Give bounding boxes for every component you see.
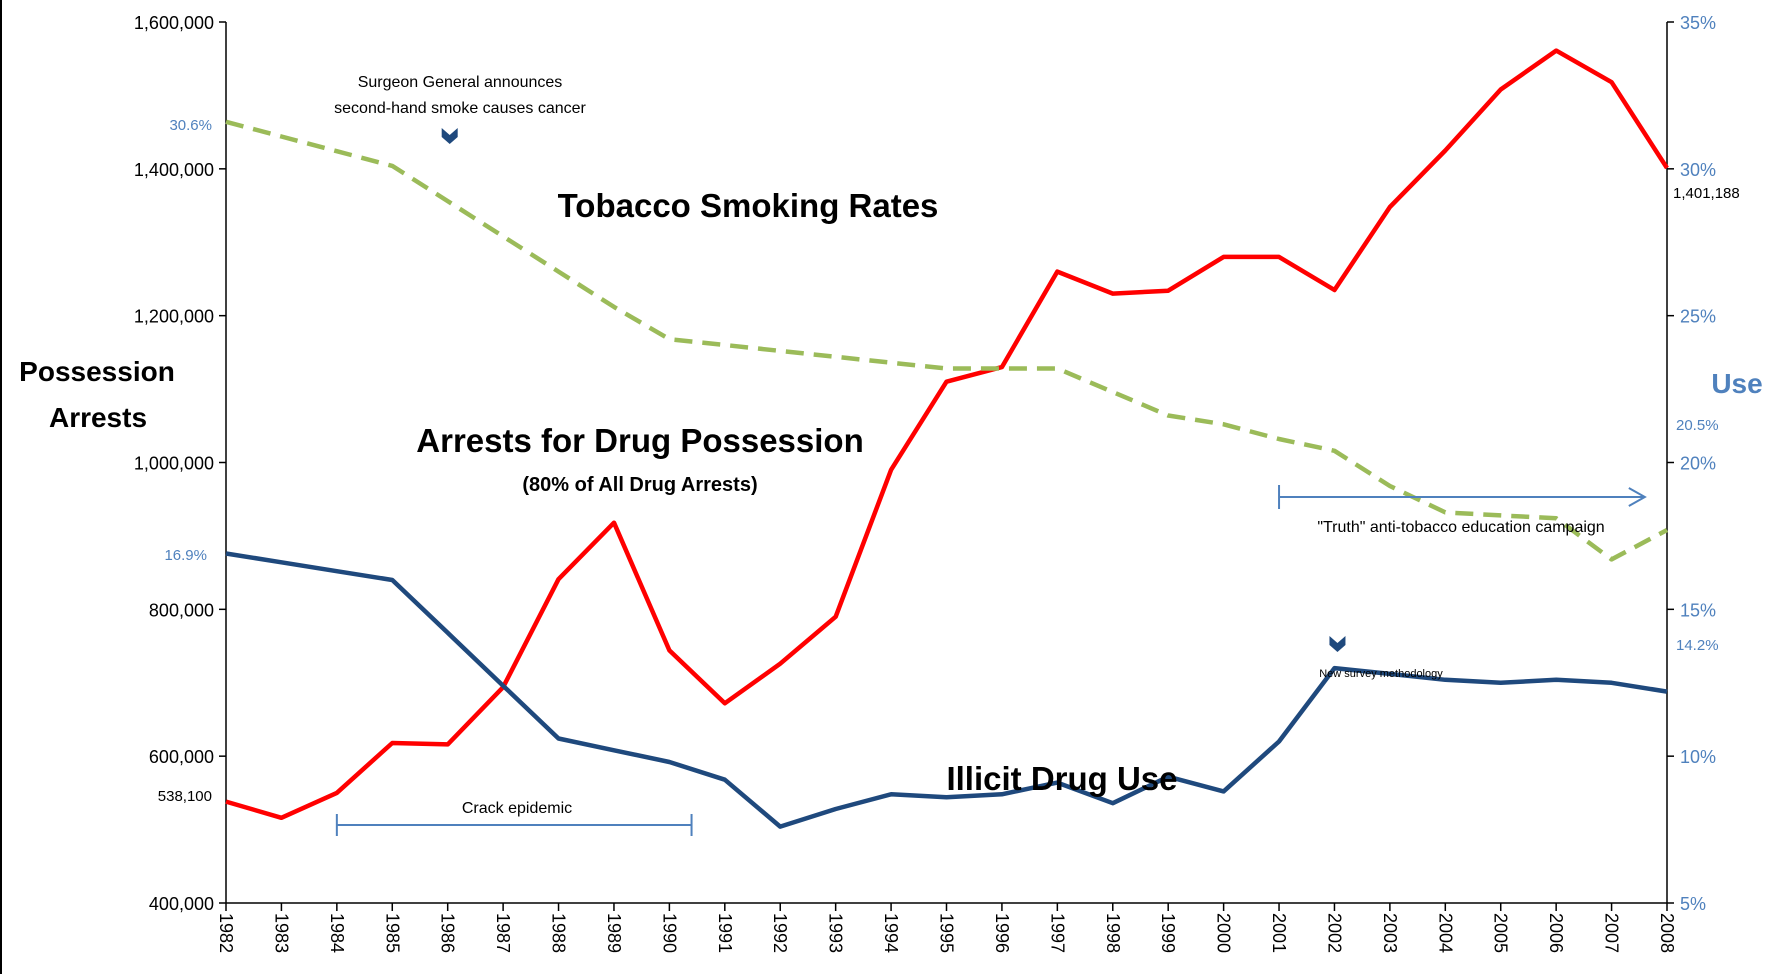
- survey-annotation-label: New survey methodology: [1319, 668, 1443, 680]
- x-tick-label: 1993: [826, 913, 846, 953]
- surgeon-marker-icon: [441, 128, 458, 144]
- x-tick-label: 1994: [881, 913, 901, 953]
- illicit-series-line: [225, 551, 1668, 829]
- left-tick-label: 800,000: [149, 600, 214, 620]
- illicit-start-label: 16.9%: [164, 547, 207, 564]
- left-axis-title-line1: Possession: [19, 356, 175, 387]
- right-tick-label: 30%: [1680, 160, 1716, 180]
- surgeon-annotation-line1: Surgeon General announces: [358, 74, 563, 91]
- left-axis-ticks: 400,000 600,000 800,000 1,000,000 1,200,000 1…: [134, 13, 226, 914]
- arrests-series-label: Arrests for Drug Possession: [416, 422, 863, 459]
- x-tick-label: 1996: [992, 913, 1012, 953]
- right-axis-title: Use: [1711, 368, 1762, 399]
- x-tick-label: 1983: [271, 913, 291, 953]
- right-tick-label: 25%: [1680, 307, 1716, 327]
- right-tick-label: 10%: [1680, 747, 1716, 767]
- x-tick-label: 1988: [549, 913, 569, 953]
- arrests-start-label: 538,100: [158, 788, 212, 805]
- right-tick-label: 5%: [1680, 894, 1706, 914]
- crack-annotation-label: Crack epidemic: [462, 800, 572, 817]
- tobacco-series-line: [225, 119, 1669, 562]
- x-tick-label: 1990: [659, 913, 679, 953]
- left-tick-label: 1,400,000: [134, 160, 214, 180]
- tobacco-end-label: 20.5%: [1676, 417, 1719, 434]
- x-tick-label: 2000: [1214, 913, 1234, 953]
- truth-arrow-head: [1628, 487, 1647, 507]
- x-tick-label: 1992: [770, 913, 790, 953]
- right-tick-label: 15%: [1680, 600, 1716, 620]
- series-layer: [225, 48, 1669, 829]
- left-tick-label: 600,000: [149, 747, 214, 767]
- left-tick-label: 1,600,000: [134, 13, 214, 33]
- arrests-end-label: 1,401,188: [1673, 185, 1740, 202]
- right-tick-label: 35%: [1680, 13, 1716, 33]
- left-tick-label: 400,000: [149, 894, 214, 914]
- x-tick-label: 1991: [715, 913, 735, 953]
- x-tick-label: 1995: [937, 913, 957, 953]
- right-axis-ticks: 5% 10% 15% 20% 25% 30% 35%: [1667, 13, 1716, 914]
- x-tick-label: 1984: [327, 913, 347, 953]
- x-tick-label: 1986: [438, 913, 458, 953]
- x-tick-label: 2001: [1269, 913, 1289, 953]
- x-tick-label: 1999: [1158, 913, 1178, 953]
- truth-campaign-arrow: [1278, 485, 1647, 509]
- x-axis-ticks: 1982 1983 1984 1985 1986 1987 1988 1989 1990 1991…: [216, 903, 1677, 953]
- tobacco-series-label: Tobacco Smoking Rates: [558, 187, 939, 224]
- x-tick-label: 1985: [382, 913, 402, 953]
- crack-epidemic-bracket: [335, 814, 693, 836]
- x-tick-label: 2008: [1657, 913, 1677, 953]
- left-tick-label: 1,200,000: [134, 307, 214, 327]
- x-tick-label: 2006: [1546, 913, 1566, 953]
- illicit-series-label: Illicit Drug Use: [946, 760, 1177, 797]
- x-tick-label: 2004: [1435, 913, 1455, 953]
- arrests-series-line: [225, 48, 1669, 821]
- left-tick-label: 1,000,000: [134, 454, 214, 474]
- survey-marker-icon: [1329, 636, 1346, 652]
- tobacco-start-label: 30.6%: [169, 117, 212, 134]
- illicit-end-label: 14.2%: [1676, 637, 1719, 654]
- x-tick-label: 2003: [1380, 913, 1400, 953]
- arrests-series-sublabel: (80% of All Drug Arrests): [522, 474, 757, 496]
- x-tick-label: 1998: [1103, 913, 1123, 953]
- x-tick-label: 2002: [1324, 913, 1344, 953]
- left-axis-title-line2: Arrests: [49, 402, 147, 433]
- x-tick-label: 1989: [604, 913, 624, 953]
- x-tick-label: 2007: [1602, 913, 1622, 953]
- right-tick-label: 20%: [1680, 454, 1716, 474]
- x-tick-label: 1982: [216, 913, 236, 953]
- surgeon-annotation-line2: second-hand smoke causes cancer: [334, 100, 586, 117]
- x-tick-label: 1997: [1047, 913, 1067, 953]
- truth-annotation-label: "Truth" anti-tobacco education campaign: [1317, 519, 1604, 536]
- x-tick-label: 2005: [1491, 913, 1511, 953]
- x-tick-label: 1987: [493, 913, 513, 953]
